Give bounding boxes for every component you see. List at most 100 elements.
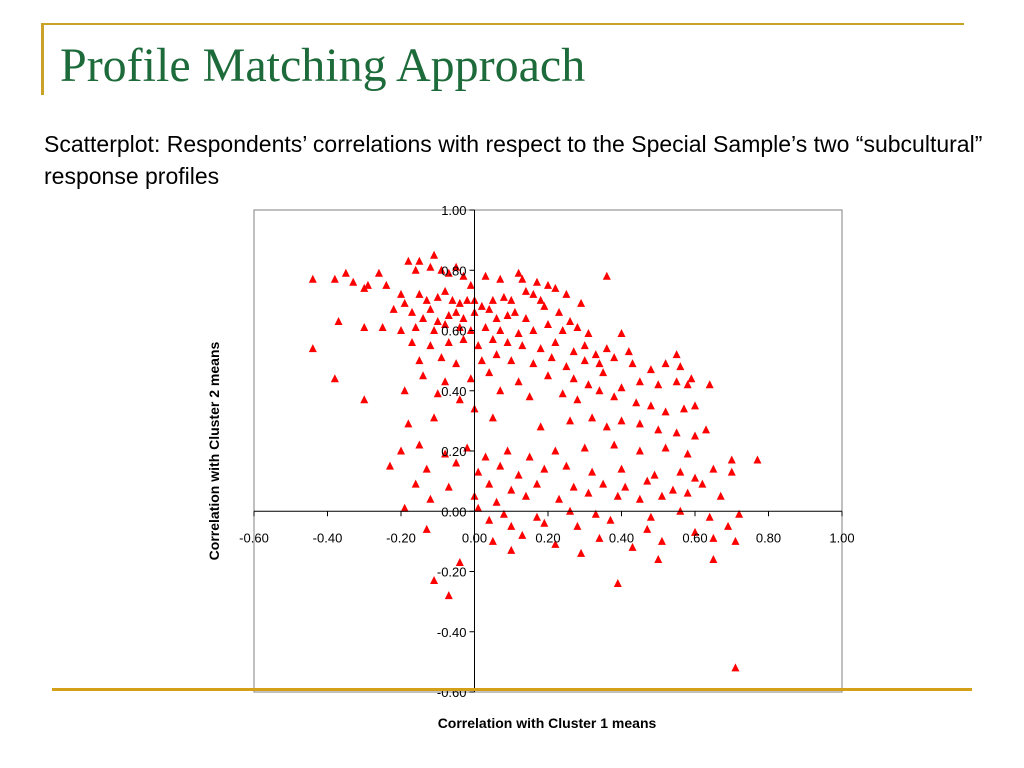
data-point — [551, 283, 560, 292]
data-point — [499, 292, 508, 301]
data-point — [588, 467, 597, 476]
data-point — [499, 509, 508, 518]
data-point — [496, 386, 505, 395]
data-point — [452, 458, 461, 467]
x-axis-ticks: -0.60 -0.40 -0.20 0.00 0.20 0.40 0.60 0.80 1.00 — [239, 511, 855, 545]
data-point — [430, 576, 439, 585]
data-point — [459, 335, 468, 344]
data-point — [507, 521, 516, 530]
data-point — [691, 431, 699, 440]
data-point — [492, 497, 501, 506]
data-point — [683, 488, 692, 497]
data-point — [668, 485, 677, 494]
data-point — [727, 455, 736, 464]
data-point — [514, 268, 523, 277]
data-point — [510, 307, 519, 316]
data-point — [624, 347, 633, 356]
data-point — [441, 319, 450, 328]
data-point — [566, 316, 575, 325]
data-point — [455, 322, 464, 331]
data-point — [584, 329, 593, 338]
data-point — [422, 295, 431, 304]
data-point — [507, 485, 516, 494]
data-point — [580, 356, 589, 365]
y-axis-label: Correlation with Cluster 2 means — [206, 341, 222, 560]
data-point — [621, 482, 630, 491]
data-point — [404, 256, 413, 265]
data-point — [558, 389, 567, 398]
data-point — [459, 313, 468, 322]
data-point — [562, 362, 571, 371]
data-point — [481, 322, 490, 331]
data-point — [551, 539, 560, 548]
data-point — [544, 280, 552, 289]
data-point — [753, 455, 762, 464]
data-point — [308, 344, 317, 353]
data-point — [628, 542, 637, 551]
data-point — [400, 298, 409, 307]
data-point — [580, 443, 589, 452]
data-point — [672, 428, 681, 437]
data-point — [426, 262, 435, 271]
x-tick-label: -0.60 — [239, 530, 269, 545]
data-point — [525, 452, 534, 461]
data-point — [444, 482, 453, 491]
data-point — [485, 515, 494, 524]
data-point — [661, 443, 670, 452]
data-point — [397, 289, 405, 298]
data-point — [602, 344, 611, 353]
data-point — [529, 289, 538, 298]
data-point — [672, 377, 681, 386]
data-point — [591, 509, 600, 518]
x-tick-label: 0.20 — [535, 530, 560, 545]
data-point — [411, 265, 420, 274]
data-point — [404, 419, 413, 428]
data-point — [437, 265, 446, 274]
data-points — [308, 250, 762, 672]
data-point — [691, 527, 699, 536]
data-point — [408, 307, 417, 316]
data-point — [573, 521, 582, 530]
data-point — [540, 464, 549, 473]
data-point — [588, 413, 597, 422]
data-point — [687, 374, 696, 383]
data-point — [492, 313, 501, 322]
slide-title: Profile Matching Approach — [60, 39, 586, 92]
data-point — [452, 262, 461, 271]
data-point — [448, 295, 457, 304]
data-point — [595, 386, 604, 395]
data-point — [444, 268, 453, 277]
data-point — [411, 322, 420, 331]
data-point — [577, 548, 586, 557]
data-point — [437, 353, 446, 362]
data-point — [411, 479, 420, 488]
data-point — [466, 374, 475, 383]
y-tick-label: -0.40 — [437, 625, 467, 640]
data-point — [503, 338, 512, 347]
data-point — [400, 386, 409, 395]
data-point — [430, 250, 439, 259]
y-tick-label: 0.80 — [441, 263, 466, 278]
data-point — [709, 554, 718, 563]
data-point — [577, 298, 586, 307]
data-point — [485, 368, 494, 377]
data-point — [536, 422, 545, 431]
data-point — [459, 271, 468, 280]
data-point — [415, 289, 424, 298]
data-point — [727, 467, 736, 476]
data-point — [363, 280, 372, 289]
data-point — [635, 377, 644, 386]
data-point — [433, 292, 442, 301]
data-point — [488, 335, 497, 344]
data-point — [731, 536, 740, 545]
data-point — [584, 380, 593, 389]
data-point — [330, 274, 339, 283]
data-point — [444, 591, 453, 600]
data-point — [529, 326, 538, 334]
data-point — [441, 449, 450, 458]
data-point — [341, 268, 350, 277]
data-point — [419, 371, 428, 380]
data-point — [735, 509, 744, 518]
data-point — [334, 316, 343, 325]
data-point — [672, 350, 681, 359]
